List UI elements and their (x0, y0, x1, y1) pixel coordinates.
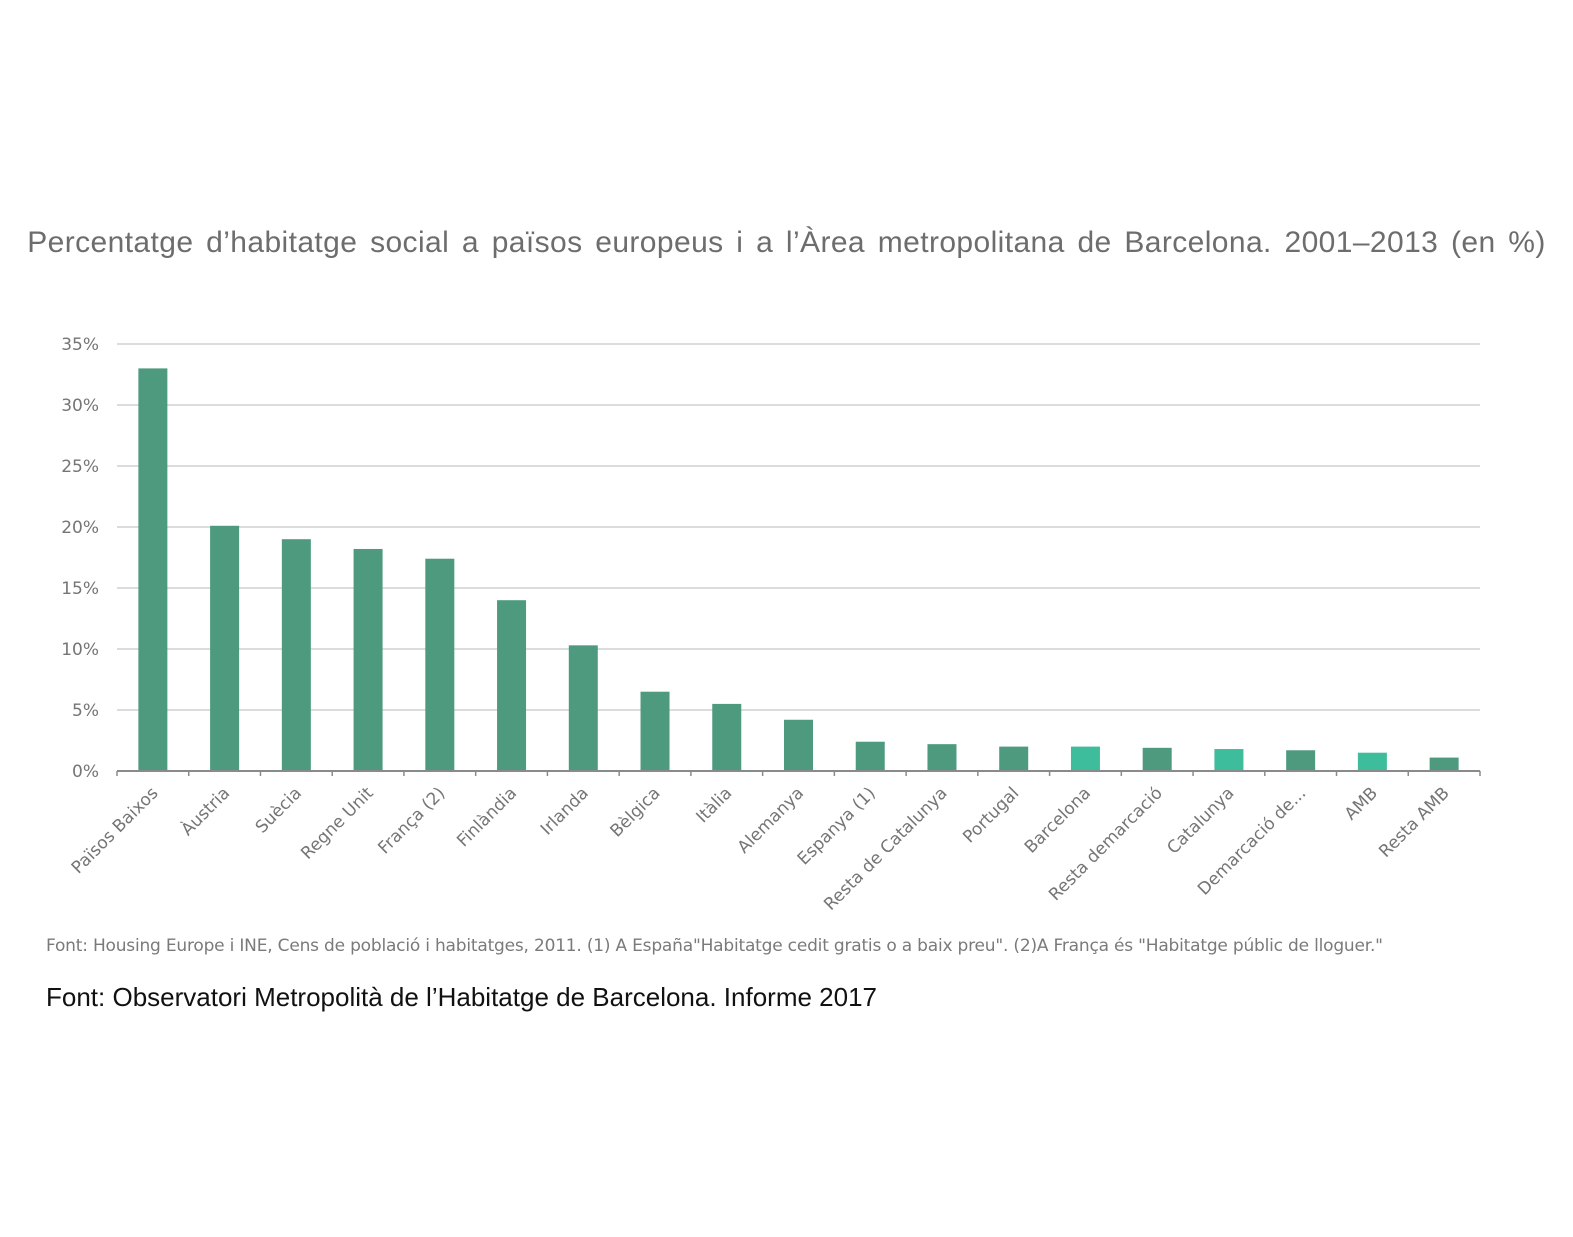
x-category-label: Bèlgica (606, 783, 664, 841)
x-category-label: Finlàndia (453, 783, 521, 851)
bar (712, 703, 742, 771)
bar (210, 525, 240, 771)
chart-title: Percentatge d’habitatge social a països … (27, 226, 1546, 259)
bar (568, 645, 598, 771)
bar (640, 691, 670, 771)
y-tick-label: 0% (72, 762, 99, 782)
x-category-label: AMB (1341, 783, 1382, 824)
bar (1070, 746, 1100, 771)
bar (855, 741, 885, 771)
x-axis (116, 770, 1481, 776)
bar (999, 746, 1029, 771)
x-category-label: Portugal (959, 783, 1023, 847)
bar (138, 368, 168, 771)
bar (353, 548, 383, 771)
x-category-label: Regne Unit (297, 783, 378, 864)
gridlines (117, 343, 1480, 711)
x-category-label: Itàlia (692, 783, 736, 827)
bar (1214, 749, 1244, 771)
bar (281, 539, 311, 771)
x-category-label: Resta de Catalunya (820, 783, 951, 914)
x-category-label: Suècia (252, 783, 306, 837)
x-category-label: Catalunya (1163, 783, 1238, 858)
bar-chart: 0% 5% 10% 15% 20% 25% 30% 35% Països Baixos Àust… (61, 335, 1481, 915)
x-category-label: Barcelona (1021, 783, 1095, 857)
bar (497, 600, 527, 771)
bar (1286, 750, 1316, 771)
x-category-label: Alemanya (734, 783, 808, 857)
bar (1357, 752, 1387, 771)
x-category-label: Països Baixos (68, 783, 163, 878)
y-tick-label: 20% (61, 518, 99, 538)
y-tick-label: 35% (61, 335, 99, 355)
y-tick-label: 25% (61, 457, 99, 477)
y-tick-label: 30% (61, 396, 99, 416)
y-tick-label: 15% (61, 579, 99, 599)
x-category-label: Resta AMB (1375, 783, 1453, 861)
data-source-note: Font: Housing Europe i INE, Cens de pobl… (46, 936, 1383, 956)
y-tick-label: 5% (72, 701, 99, 721)
bar (425, 558, 455, 771)
x-category-label: Àustria (176, 782, 234, 840)
bar (784, 719, 813, 771)
bar (1142, 747, 1172, 771)
y-tick-label: 10% (61, 640, 99, 660)
x-category-label: Irlanda (537, 783, 593, 839)
bar (1429, 757, 1459, 771)
bar (927, 744, 957, 771)
bars (138, 368, 1459, 771)
x-category-label: França (2) (374, 783, 449, 858)
source-credit: Font: Observatori Metropolità de l’Habit… (46, 982, 878, 1012)
y-axis-tick-labels: 0% 5% 10% 15% 20% 25% 30% 35% (61, 335, 99, 782)
